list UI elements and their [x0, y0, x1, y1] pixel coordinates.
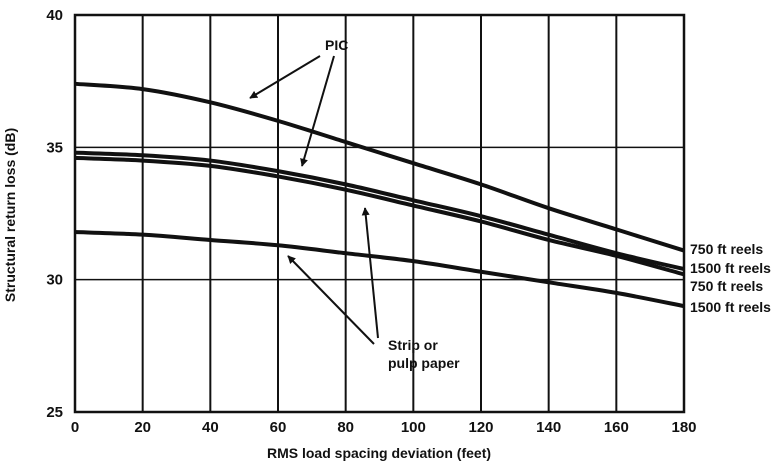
- series-line-2: [74, 155, 685, 277]
- y-tick-labels: 25 30 35 40: [46, 7, 63, 421]
- arrow-pic-1: [249, 55, 321, 99]
- plot-frame: [73, 13, 686, 414]
- arrow-strip-1: [361, 207, 379, 339]
- series-label-1500-lower: 1500 ft reels: [690, 299, 771, 315]
- x-tick-label-20: 20: [134, 419, 151, 436]
- y-tick-label-40: 40: [46, 7, 63, 24]
- y-tick-label-30: 30: [46, 272, 63, 289]
- x-tick-label-160: 160: [604, 419, 629, 436]
- x-tick-label-120: 120: [468, 419, 493, 436]
- y-tick-label-35: 35: [46, 139, 63, 156]
- annotation-pulp-paper: pulp paper: [388, 355, 460, 371]
- x-tick-labels: 0 20 40 60 80 100 120 140 160 180: [71, 419, 697, 436]
- annotation-strip-or: Strip or: [388, 337, 438, 353]
- x-axis-title: RMS load spacing deviation (feet): [267, 445, 491, 461]
- series-line-3: [74, 230, 685, 309]
- series-label-750-lower: 750 ft reels: [690, 278, 763, 294]
- x-tick-label-60: 60: [270, 419, 287, 436]
- x-tick-label-0: 0: [71, 419, 79, 436]
- grid-lines: [75, 15, 684, 412]
- x-tick-label-140: 140: [536, 419, 561, 436]
- series-label-750-upper: 750 ft reels: [690, 241, 763, 257]
- series-label-1500-upper: 1500 ft reels: [690, 260, 771, 276]
- x-tick-label-180: 180: [671, 419, 696, 436]
- y-axis-title: Structural return loss (dB): [2, 128, 18, 302]
- x-tick-label-100: 100: [401, 419, 426, 436]
- annotation-pic: PIC: [325, 37, 348, 53]
- x-tick-label-80: 80: [337, 419, 354, 436]
- x-tick-label-40: 40: [202, 419, 219, 436]
- arrow-pic-2: [300, 55, 335, 167]
- y-tick-label-25: 25: [46, 404, 63, 421]
- series-line-0: [74, 81, 685, 253]
- series-line-1: [74, 150, 685, 272]
- arrow-strip-2: [287, 255, 375, 345]
- series-layer: [74, 81, 685, 309]
